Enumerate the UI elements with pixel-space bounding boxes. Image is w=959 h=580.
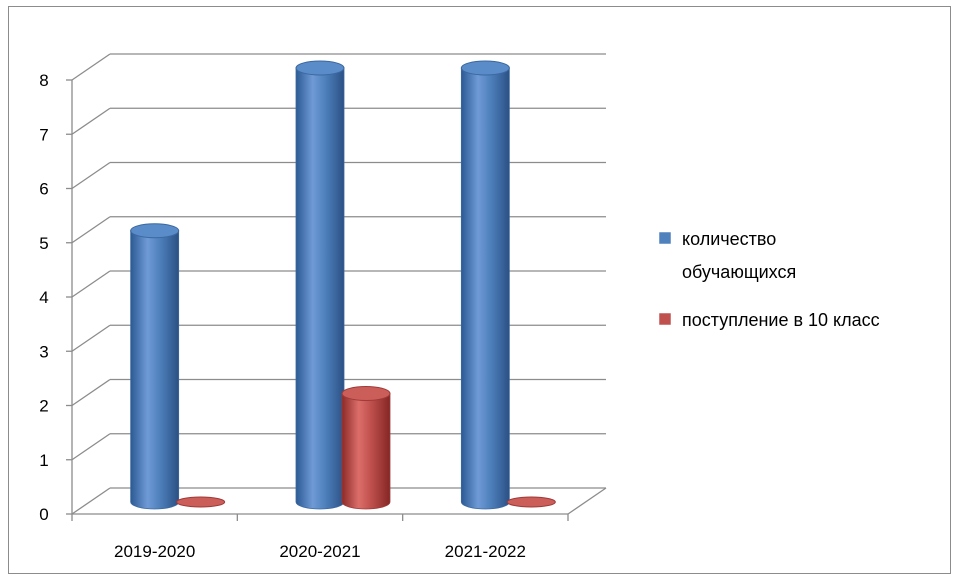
gridline-side (71, 487, 111, 515)
legend-label: обучающихся (682, 262, 796, 282)
bar-top (295, 60, 345, 76)
gridline-side (71, 378, 111, 407)
bar-top-zero (176, 496, 226, 508)
y-tick-label: 3 (39, 342, 48, 361)
y-tick-label: 0 (39, 505, 48, 524)
bars-layer (130, 60, 556, 510)
bar-body (130, 230, 180, 510)
bar-grade10-2020-2021 (341, 386, 391, 510)
y-tick-label: 6 (39, 180, 48, 199)
gridline-side (71, 324, 111, 352)
legend-item-grade10: поступление в 10 класс (658, 310, 880, 330)
legend-item-students: количество обучающихся (658, 229, 796, 282)
bar-top (341, 386, 391, 401)
labels-layer: 0 1 2 3 4 5 6 7 8 2019-2020 2020-2021 2021-2022 (39, 71, 526, 561)
gridline-side (71, 53, 111, 81)
gridline-side (71, 433, 111, 461)
bar-body (341, 393, 391, 510)
y-tick-label: 4 (39, 288, 48, 307)
grid-layer (71, 53, 606, 515)
legend-swatch (658, 231, 672, 245)
y-tick-label: 1 (39, 451, 48, 470)
bar-grade10-2019-2020 (176, 496, 226, 508)
bar-top (130, 223, 180, 239)
gridline-side (71, 270, 111, 298)
y-tick-label: 5 (39, 234, 48, 253)
bar-top-zero (506, 496, 556, 508)
legend: количество обучающихся поступление в 10 кл… (658, 229, 880, 330)
gridline-side (71, 216, 111, 244)
x-tick-label: 2020-2021 (279, 542, 360, 561)
gridline-side (71, 107, 111, 135)
bar-grade10-2021-2022 (506, 496, 556, 508)
legend-swatch (658, 312, 672, 326)
axis-layer (66, 79, 607, 521)
bar-top (460, 60, 510, 76)
y-tick-label: 2 (39, 397, 48, 416)
gridline-side (71, 161, 111, 190)
legend-label: количество (682, 229, 776, 249)
bar-body (460, 67, 510, 510)
floor-right-edge (567, 487, 607, 515)
x-tick-label: 2021-2022 (445, 542, 526, 561)
bar-students-2021-2022 (460, 60, 510, 510)
y-tick-label: 8 (39, 71, 48, 90)
y-tick-label: 7 (39, 125, 48, 144)
bar-students-2020-2021 (295, 60, 345, 510)
legend-label: поступление в 10 класс (682, 310, 880, 330)
bar-students-2019-2020 (130, 223, 180, 510)
bar-body (295, 67, 345, 510)
x-tick-label: 2019-2020 (114, 542, 195, 561)
